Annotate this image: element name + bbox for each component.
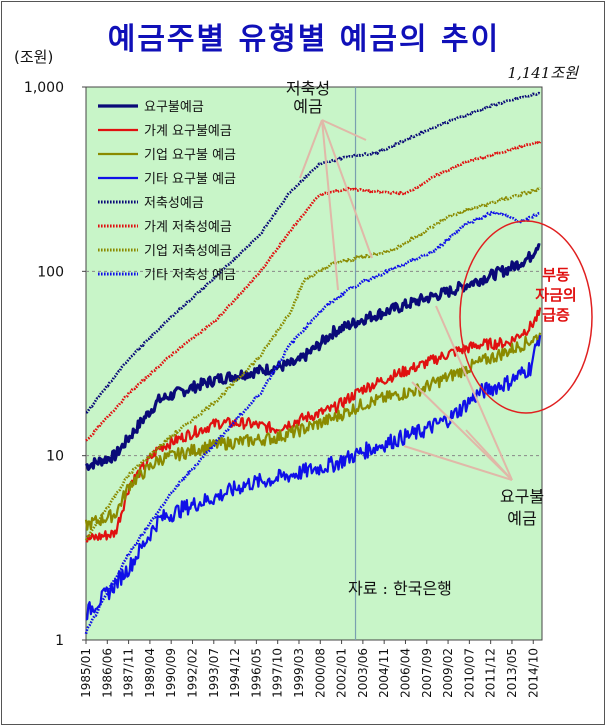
legend-label: 기업 요구불 예금: [144, 148, 236, 163]
demand-annotation-line1: 요구불: [500, 487, 544, 506]
legend-label: 요구불예금: [144, 100, 204, 115]
x-tick-label: 1989/04: [143, 648, 157, 698]
x-tick-label: 1996/05: [249, 648, 263, 698]
y-tick-label: 100: [37, 264, 64, 280]
demand-annotation-arrow: [411, 381, 513, 481]
legend-label: 가계 저축성예금: [144, 220, 232, 235]
x-tick-label: 2002/01: [335, 648, 349, 698]
plot-area: [85, 86, 543, 641]
x-tick-label: 2004/11: [377, 648, 391, 698]
chart-title: 예금주별 유형별 예금의 추이: [107, 22, 501, 57]
x-tick-label: 1992/02: [185, 648, 199, 698]
surge-annotation-line1: 부동: [542, 266, 570, 284]
series-line-savings: [84, 186, 541, 541]
savings-annotation-arrow: [321, 119, 373, 259]
x-tick-label: 1999/03: [292, 648, 306, 698]
x-tick-label: 2010/07: [462, 648, 476, 698]
legend-label: 가계 요구불예금: [144, 124, 232, 139]
y-tick-label: 1: [55, 633, 64, 649]
y-tick-label: 10: [46, 449, 64, 465]
x-tick-label: 1997/10: [271, 648, 285, 698]
end-value-annotation: 1,141조원: [507, 64, 579, 82]
x-tick-label: 2007/09: [420, 648, 434, 698]
x-tick-label: 2006/04: [398, 648, 412, 698]
series-line-demand: [85, 335, 542, 621]
savings-annotation-line2: 예금: [293, 97, 322, 116]
series-line-savings: [85, 91, 541, 414]
x-tick-label: 2003/06: [356, 648, 370, 698]
x-tick-label: 2000/08: [313, 648, 327, 698]
x-tick-label: 1990/09: [164, 648, 178, 698]
legend-label: 기업 저축성예금: [144, 244, 232, 259]
x-tick-label: 1985/01: [79, 648, 93, 698]
demand-annotation-arrow: [465, 429, 513, 481]
series-line-savings: [84, 210, 541, 635]
x-tick-label: 1987/11: [122, 648, 136, 698]
x-tick-label: 2014/10: [526, 648, 540, 698]
y-tick-label: 1,000: [24, 80, 64, 96]
legend-label: 기타 요구불 예금: [144, 172, 236, 187]
demand-annotation-line2: 예금: [507, 509, 536, 528]
x-tick-label: 1986/06: [100, 648, 114, 698]
surge-annotation-line3: 급증: [542, 306, 570, 324]
source-label: 자료 : 한국은행: [348, 579, 452, 598]
savings-annotation-arrow: [321, 119, 367, 141]
demand-annotation-arrow: [435, 305, 513, 481]
x-tick-label: 1993/07: [207, 648, 221, 698]
x-tick-label: 1994/12: [228, 648, 242, 698]
x-tick-label: 2013/05: [505, 648, 519, 698]
savings-annotation-arrow: [321, 119, 339, 291]
legend-label: 저축성예금: [144, 196, 204, 211]
y-axis-unit-label: (조원): [14, 48, 54, 66]
series-line-demand: [84, 243, 541, 471]
savings-annotation-arrow: [299, 119, 323, 179]
surge-annotation-line2: 자금의: [535, 286, 576, 304]
x-tick-label: 2011/12: [484, 648, 498, 698]
legend-label: 기타 저축성 예금: [144, 268, 236, 283]
savings-annotation-line1: 저축성: [286, 79, 330, 98]
demand-annotation-arrow: [403, 445, 513, 481]
x-tick-label: 2009/02: [441, 648, 455, 698]
surge-highlight-ellipse: [459, 220, 593, 414]
